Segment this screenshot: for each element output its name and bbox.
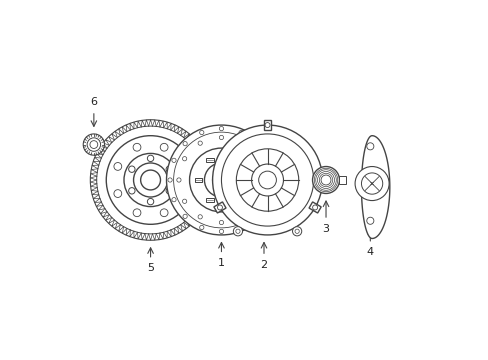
Text: 2: 2: [260, 260, 267, 270]
Circle shape: [171, 158, 176, 162]
Circle shape: [294, 229, 299, 233]
Circle shape: [128, 166, 135, 172]
Circle shape: [198, 141, 202, 145]
Circle shape: [183, 141, 187, 146]
Text: 6: 6: [90, 97, 97, 107]
Circle shape: [366, 143, 373, 150]
Circle shape: [133, 163, 167, 197]
Circle shape: [239, 225, 243, 230]
Circle shape: [233, 227, 242, 236]
Circle shape: [177, 178, 181, 182]
Circle shape: [183, 214, 187, 219]
Circle shape: [133, 143, 141, 151]
Circle shape: [90, 141, 98, 148]
Circle shape: [321, 175, 330, 185]
Circle shape: [266, 158, 270, 162]
Circle shape: [219, 126, 223, 131]
Circle shape: [90, 120, 210, 240]
FancyBboxPatch shape: [194, 178, 202, 182]
Circle shape: [166, 188, 172, 194]
Circle shape: [235, 229, 240, 233]
Circle shape: [147, 198, 153, 205]
Circle shape: [264, 123, 269, 127]
Circle shape: [114, 162, 122, 170]
FancyBboxPatch shape: [228, 198, 236, 202]
Circle shape: [189, 148, 253, 212]
Text: 3: 3: [322, 224, 329, 234]
Circle shape: [141, 170, 160, 190]
Circle shape: [199, 225, 203, 230]
Circle shape: [312, 205, 317, 210]
Polygon shape: [264, 120, 270, 130]
FancyBboxPatch shape: [240, 178, 248, 182]
Circle shape: [366, 217, 373, 224]
Circle shape: [292, 227, 301, 236]
Circle shape: [179, 162, 187, 170]
Circle shape: [255, 214, 260, 219]
Circle shape: [256, 199, 260, 203]
Circle shape: [166, 125, 276, 235]
Circle shape: [166, 166, 172, 172]
Circle shape: [167, 178, 172, 182]
Text: 4: 4: [366, 247, 373, 257]
Circle shape: [128, 188, 135, 194]
Circle shape: [106, 136, 195, 224]
Circle shape: [182, 157, 186, 161]
Circle shape: [179, 190, 187, 198]
Circle shape: [147, 155, 153, 162]
Circle shape: [354, 167, 388, 201]
Polygon shape: [213, 202, 225, 213]
Circle shape: [239, 130, 243, 135]
FancyBboxPatch shape: [205, 158, 213, 162]
Polygon shape: [361, 136, 389, 238]
Polygon shape: [338, 176, 345, 184]
Circle shape: [219, 135, 223, 140]
Circle shape: [219, 229, 223, 234]
Circle shape: [160, 209, 168, 217]
Circle shape: [240, 141, 244, 145]
Circle shape: [124, 153, 177, 207]
Circle shape: [361, 173, 382, 194]
Circle shape: [182, 199, 186, 203]
Circle shape: [255, 141, 260, 146]
Circle shape: [83, 134, 104, 155]
Circle shape: [204, 163, 238, 197]
Circle shape: [256, 157, 260, 161]
Circle shape: [240, 215, 244, 219]
Circle shape: [212, 171, 230, 189]
Circle shape: [212, 125, 322, 235]
FancyBboxPatch shape: [205, 198, 213, 202]
Circle shape: [217, 205, 222, 210]
Circle shape: [198, 215, 202, 219]
Circle shape: [133, 209, 141, 217]
Circle shape: [160, 143, 168, 151]
Text: 1: 1: [218, 258, 224, 268]
Circle shape: [270, 178, 274, 182]
Circle shape: [199, 130, 203, 135]
Circle shape: [114, 190, 122, 198]
Circle shape: [219, 220, 223, 225]
Circle shape: [87, 138, 101, 151]
Text: 5: 5: [147, 263, 154, 273]
FancyBboxPatch shape: [228, 158, 236, 162]
Circle shape: [262, 178, 265, 182]
Circle shape: [171, 198, 176, 202]
Circle shape: [258, 171, 276, 189]
Polygon shape: [308, 202, 321, 213]
Circle shape: [266, 198, 270, 202]
Circle shape: [312, 167, 339, 193]
